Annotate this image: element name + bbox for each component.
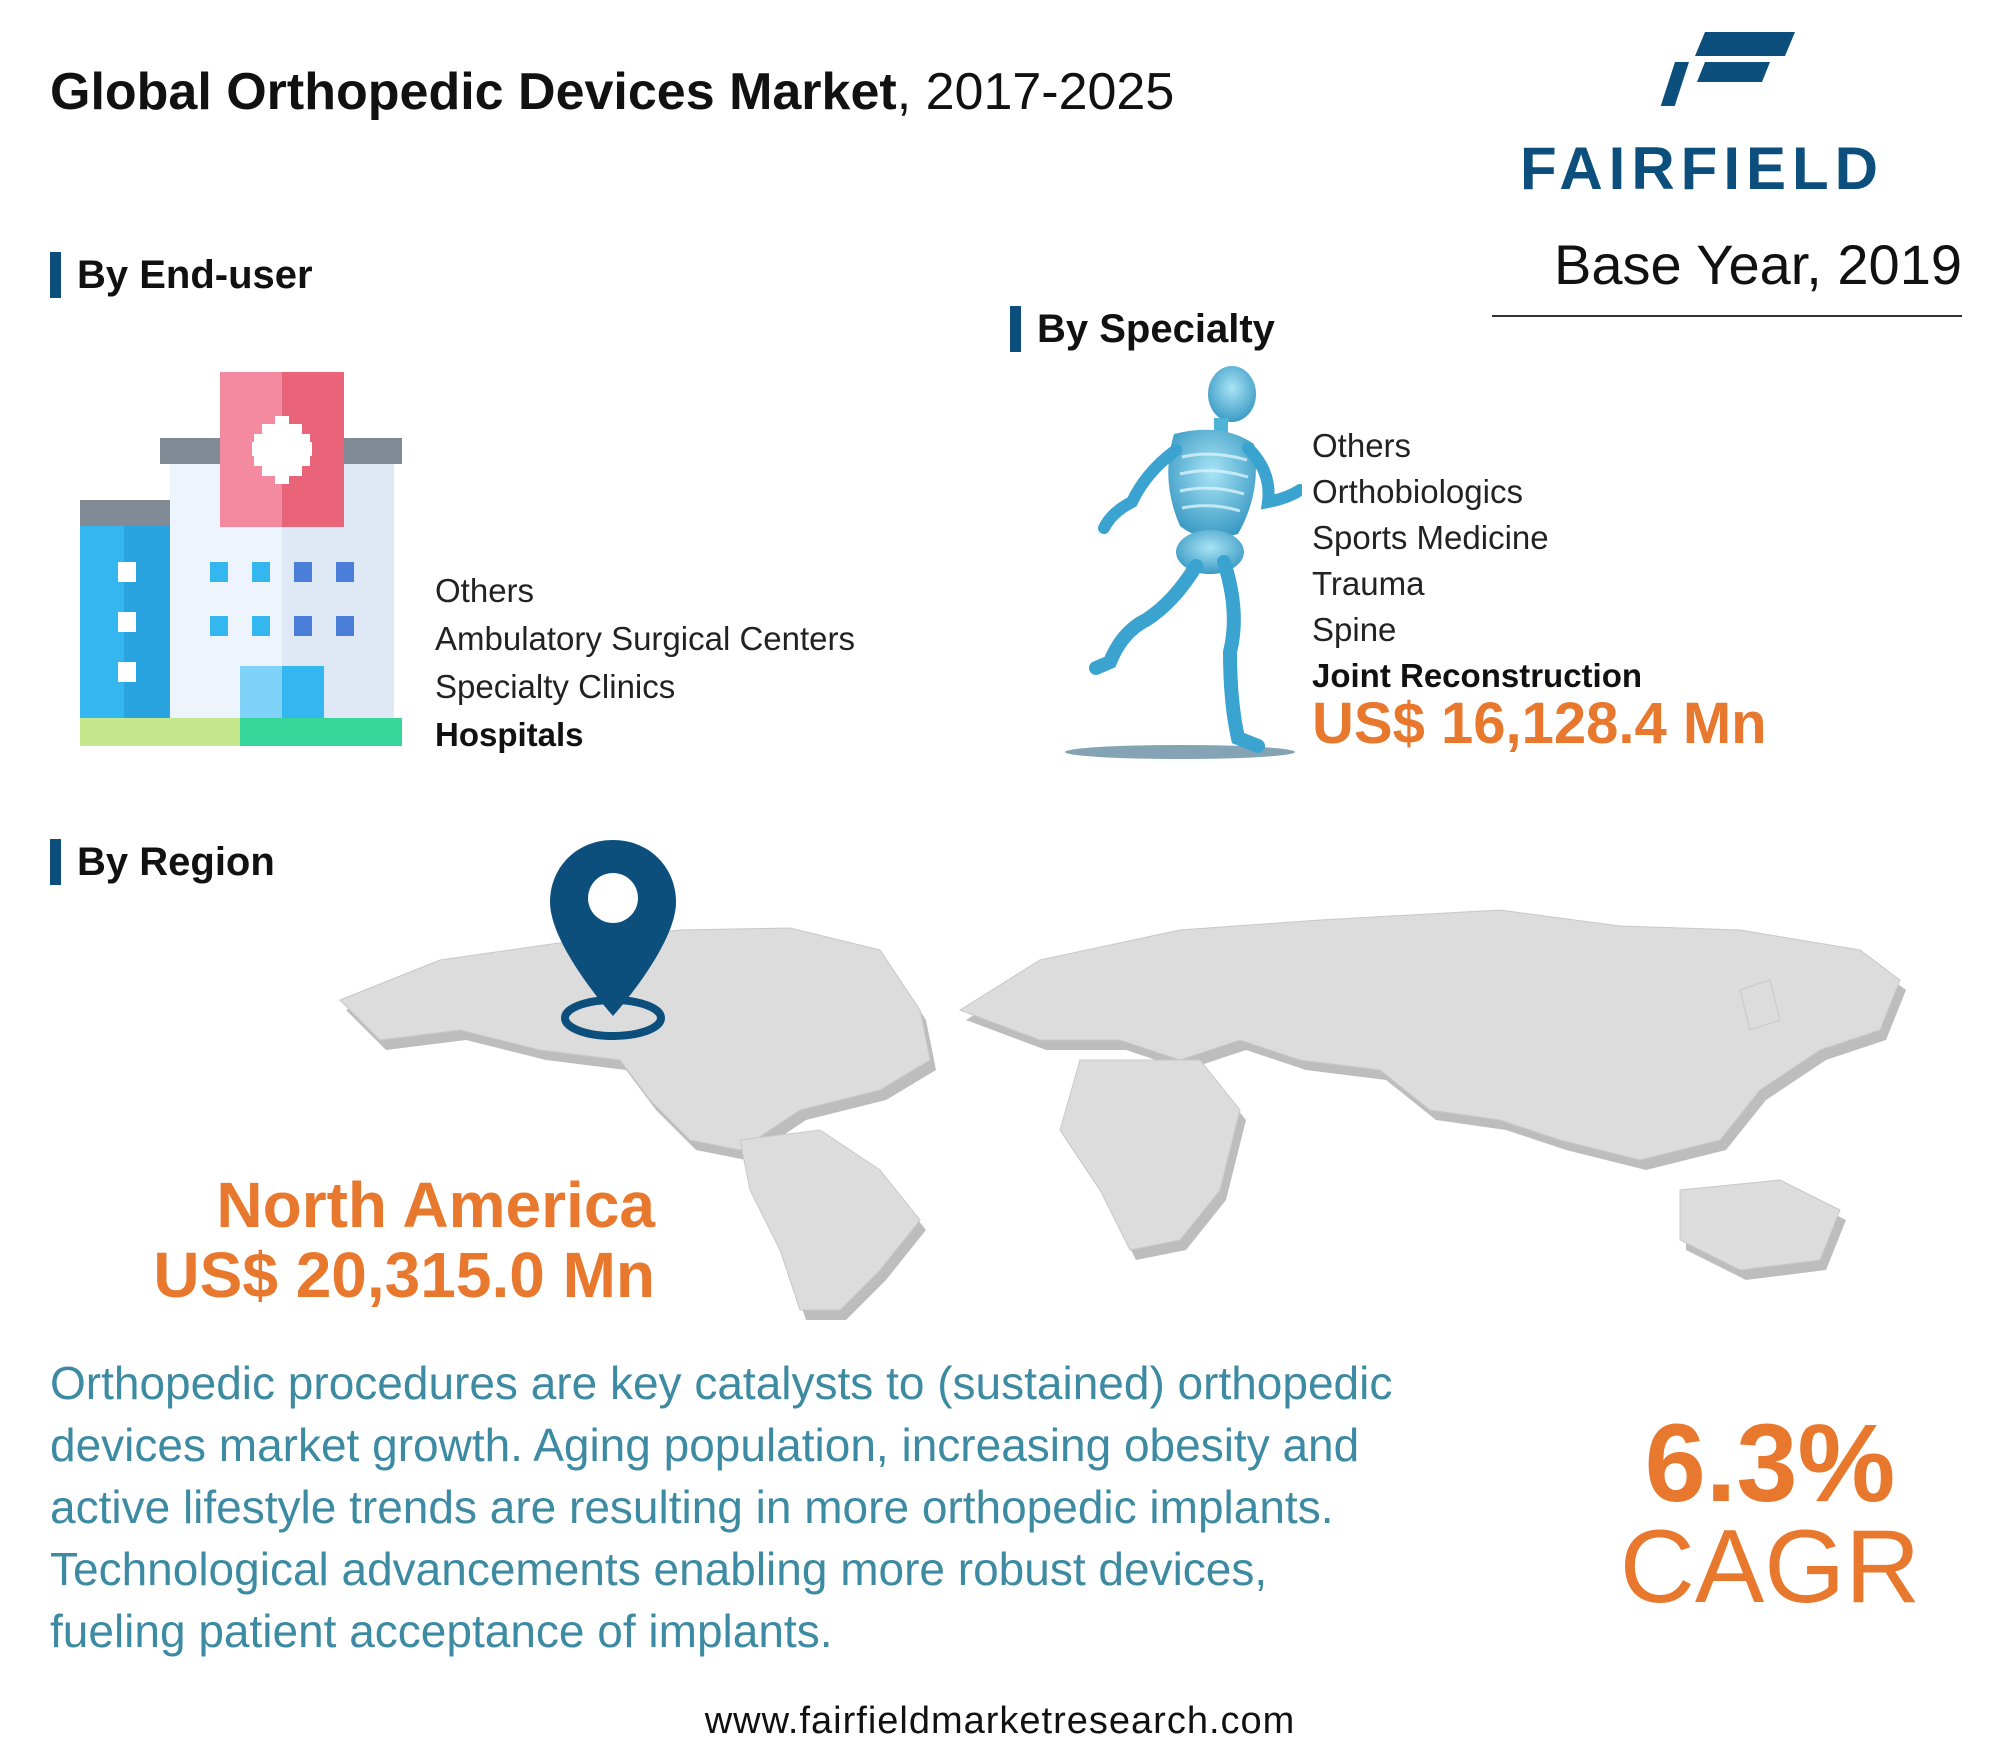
logo-mark-icon [1660,32,1795,106]
list-item: Specialty Clinics [435,668,676,705]
list-item-highlighted: Joint Reconstruction [1312,657,1643,694]
location-pin-icon [550,840,676,1040]
list-item: Spine [1312,611,1397,648]
description-line: fueling patient acceptance of implants. [50,1605,833,1657]
cagr-label: CAGR [1619,1509,1921,1625]
section-heading-end-user: By End-user [50,252,313,298]
logo-text: FAIRFIELD [1520,135,1884,202]
section-heading-region: By Region [50,839,275,885]
hospital-building-icon [80,372,402,746]
list-item: Trauma [1312,565,1425,602]
description-line: Technological advancements enabling more… [50,1543,1268,1595]
title-main: Global Orthopedic Devices Market [50,63,897,121]
list-item: Orthobiologics [1312,473,1523,510]
end-user-list: Others Ambulatory Surgical Centers Speci… [435,570,855,762]
list-item: Sports Medicine [1312,519,1549,556]
website-link[interactable]: www.fairfieldmarketresearch.com [704,1700,1296,1742]
title-years: , 2017-2025 [896,63,1175,121]
region-name: North America [216,1169,655,1241]
list-item-highlighted: Hospitals [435,716,584,753]
description-line: Orthopedic procedures are key catalysts … [50,1357,1393,1409]
base-year-divider [1492,315,1962,317]
fairfield-logo: FAIRFIELD [1500,22,1940,202]
specialty-list: Others Orthobiologics Sports Medicine Tr… [1312,425,1642,701]
description-line: devices market growth. Aging population,… [50,1419,1360,1471]
region-value: US$ 20,315.0 Mn [153,1239,655,1311]
running-skeleton-icon [1065,366,1302,759]
page-title: Global Orthopedic Devices Market, 2017-2… [50,62,1174,122]
section-heading-specialty: By Specialty [1010,306,1275,352]
base-year: Base Year, 2019 [1554,233,1962,296]
description-paragraph: Orthopedic procedures are key catalysts … [50,1352,1610,1662]
list-item: Others [1312,427,1412,464]
world-map [339,909,1906,1320]
list-item: Ambulatory Surgical Centers [435,620,856,657]
specialty-value: US$ 16,128.4 Mn [1312,691,1767,756]
cagr-value: 6.3% [1644,1402,1896,1525]
description-line: active lifestyle trends are resulting in… [50,1481,1334,1533]
list-item: Others [435,572,535,609]
